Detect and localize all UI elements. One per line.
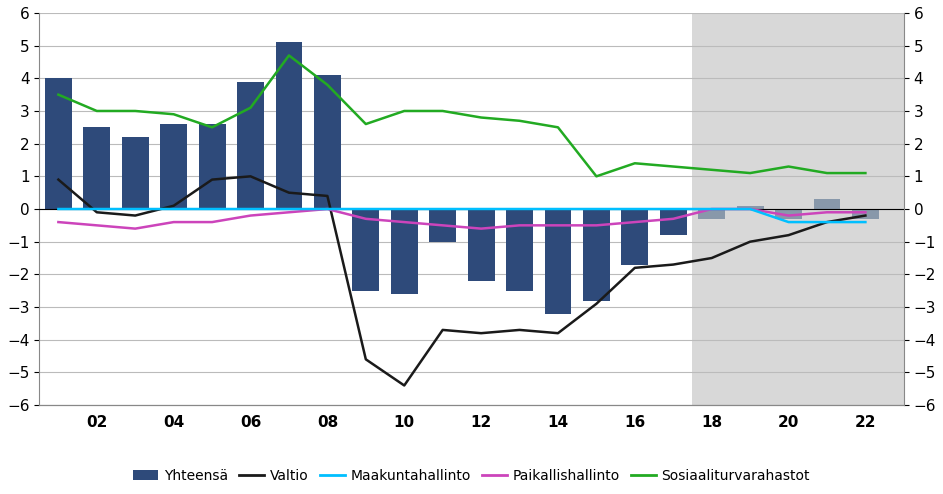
Bar xyxy=(660,209,687,235)
Bar xyxy=(852,209,879,219)
Bar xyxy=(736,206,764,209)
Bar xyxy=(390,209,418,294)
Legend: Yhteensä, Valtio, Maakuntahallinto, Paikallishallinto, Sosiaaliturvarahastot: Yhteensä, Valtio, Maakuntahallinto, Paik… xyxy=(128,463,815,488)
Bar xyxy=(775,209,802,219)
Bar xyxy=(122,137,149,209)
Bar xyxy=(314,75,340,209)
Bar xyxy=(544,209,571,314)
Bar xyxy=(45,79,72,209)
Bar xyxy=(275,42,303,209)
Bar xyxy=(199,124,225,209)
Bar xyxy=(698,209,725,219)
Bar xyxy=(83,127,110,209)
Bar xyxy=(237,82,264,209)
Bar xyxy=(468,209,494,281)
Bar xyxy=(506,209,533,290)
Bar xyxy=(429,209,456,242)
Bar xyxy=(692,13,903,405)
Bar xyxy=(621,209,648,265)
Bar xyxy=(583,209,610,300)
Bar xyxy=(160,124,187,209)
Bar xyxy=(353,209,379,290)
Bar xyxy=(814,199,840,209)
